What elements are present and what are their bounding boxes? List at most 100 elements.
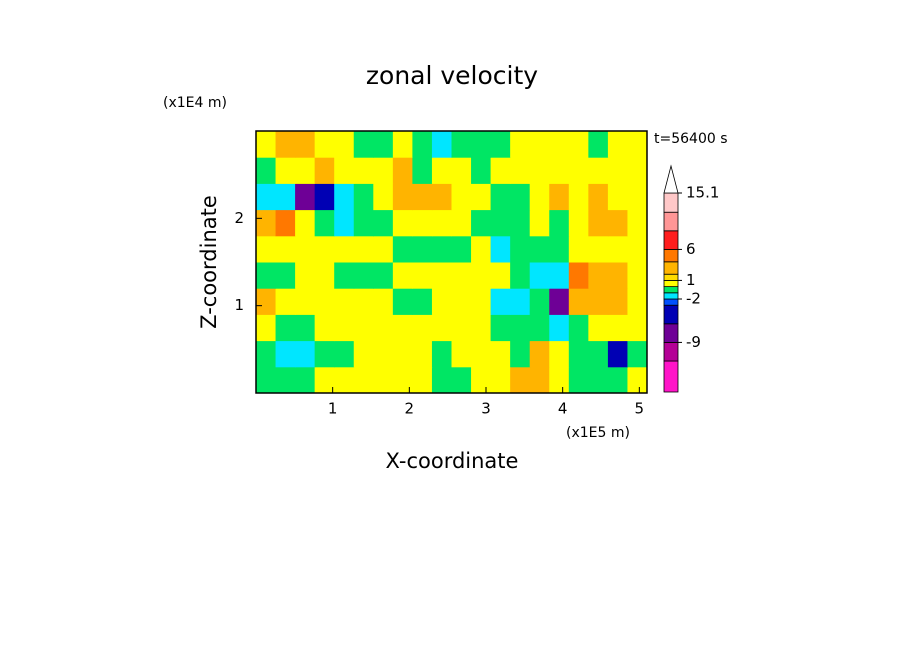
field-cell [588,314,609,342]
colorbar-tick-label: 6 [686,240,696,258]
field-cell [490,235,511,263]
field-cell [412,262,433,289]
field-cell [431,288,452,315]
field-cell [314,340,335,368]
field-cell [568,262,589,289]
field-cell [392,340,413,368]
field-cell [256,209,277,237]
field-cell [549,288,570,315]
field-cell [275,288,296,315]
colorbar-segment [663,286,679,294]
field-cell [588,183,609,211]
field-cell [588,340,609,368]
field-cell [431,314,452,342]
field-cell [490,366,511,394]
field-cell [529,209,550,237]
field-cell [627,262,648,289]
field-cell [471,209,492,237]
field-cell [353,288,374,315]
field-cell [549,235,570,263]
y-tick-label: 1 [234,296,244,314]
colorbar-segment [663,273,679,281]
field-cell [431,131,452,158]
field-cell [627,183,648,211]
field-cell [431,340,452,368]
field-cell [412,209,433,237]
field-cell [431,366,452,394]
field-cell [295,209,316,237]
field-cell [627,235,648,263]
field-cell [353,235,374,263]
field-cell [412,183,433,211]
field-cell [568,314,589,342]
colorbar-tick-label: -9 [686,333,701,351]
field-cell [373,366,394,394]
field-cell [529,340,550,368]
field-cell [549,366,570,394]
field-cell [431,157,452,184]
field-cell [256,314,277,342]
field-cell [451,209,472,237]
field-cell [392,288,413,315]
field-cell [490,131,511,158]
field-cell [392,314,413,342]
field-cell [314,262,335,289]
field-cell [256,183,277,211]
field-cell [412,366,433,394]
field-cell [588,209,609,237]
field-cell [529,131,550,158]
field-cell [510,366,531,394]
field-cell [373,209,394,237]
chart-title: zonal velocity [366,61,538,90]
field-cell [529,366,550,394]
colorbar-tick-label: 15.1 [686,184,719,202]
field-cell [295,314,316,342]
field-cell [334,209,355,237]
colorbar-tick-label: 1 [686,271,696,289]
field-cell [627,157,648,184]
field-cell [256,131,277,158]
field-cell [471,340,492,368]
field-cell [295,157,316,184]
time-annotation: t=56400 s [654,131,728,147]
field-cell [353,183,374,211]
field-cell [392,366,413,394]
field-cell [490,209,511,237]
colorbar-segment [663,342,679,362]
field-cell [334,131,355,158]
field-cell [373,157,394,184]
field-cell [256,157,277,184]
x-axis-label: X-coordinate [386,449,519,473]
field-cell [256,340,277,368]
field-cell [451,157,472,184]
colorbar-segment [663,304,679,325]
colorbar-extension [663,164,679,194]
x-unit: (x1E5 m) [566,425,630,441]
field-cell [549,157,570,184]
field-cell [256,366,277,394]
field-cell [373,131,394,158]
field-cell [510,340,531,368]
field-cell [295,366,316,394]
field-cell [588,288,609,315]
field-cell [353,157,374,184]
field-cell [627,288,648,315]
field-cell [549,183,570,211]
field-cell [490,314,511,342]
field [256,131,648,394]
field-cell [431,262,452,289]
field-cell [295,288,316,315]
field-cell [275,157,296,184]
field-cell [529,157,550,184]
field-cell [412,235,433,263]
field-cell [392,131,413,158]
field-cell [412,314,433,342]
field-cell [471,131,492,158]
y-unit: (x1E4 m) [163,95,227,111]
x-tick-label: 2 [405,400,415,418]
field-cell [549,314,570,342]
colorbar-segment [663,323,679,343]
field-cell [471,288,492,315]
field-cell [392,183,413,211]
field-cell [510,314,531,342]
